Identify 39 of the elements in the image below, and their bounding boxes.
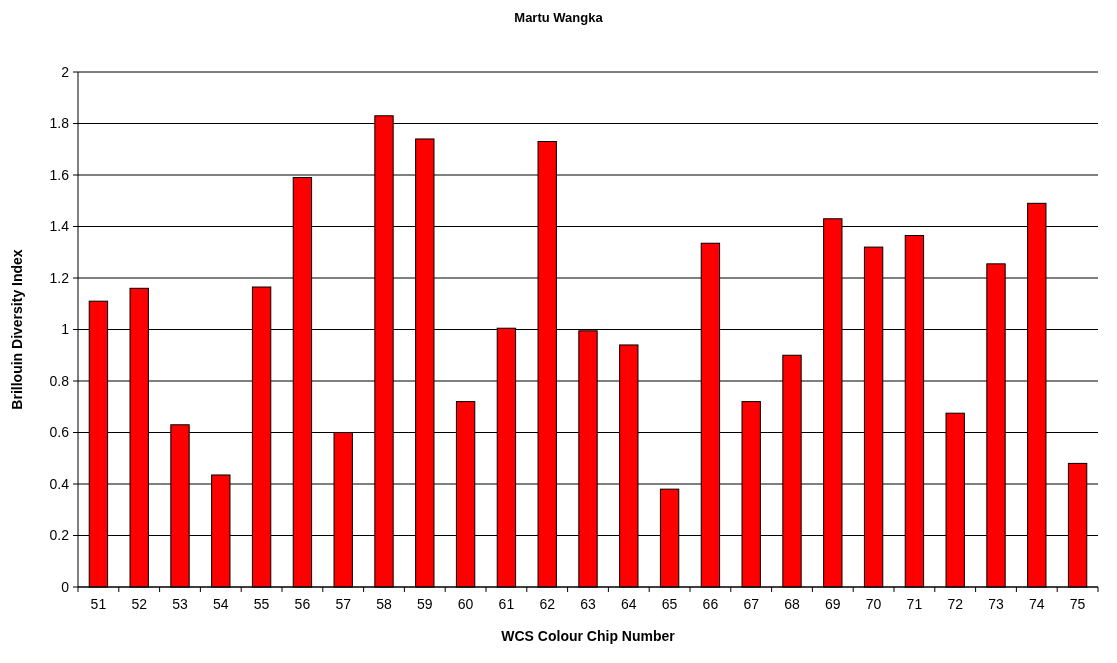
x-tick-label: 74 bbox=[1029, 596, 1045, 612]
y-tick-label: 1.6 bbox=[49, 166, 70, 183]
y-tick-label: 2 bbox=[61, 63, 70, 80]
y-tick-label: 0.2 bbox=[49, 527, 70, 544]
chart-title: Martu Wangka bbox=[514, 10, 604, 25]
y-tick-label: 1.8 bbox=[49, 115, 70, 132]
x-tick-label: 73 bbox=[988, 596, 1004, 612]
x-axis-title: WCS Colour Chip Number bbox=[501, 628, 676, 644]
x-tick-label: 64 bbox=[621, 596, 637, 612]
x-tick-label: 61 bbox=[498, 596, 515, 612]
x-tick-label: 54 bbox=[213, 596, 229, 612]
y-tick-label: 1.4 bbox=[49, 218, 70, 235]
x-tick-label: 53 bbox=[172, 596, 188, 612]
x-tick-label: 69 bbox=[825, 596, 841, 612]
x-tick-label: 65 bbox=[661, 596, 678, 612]
x-tick-label: 62 bbox=[539, 596, 556, 612]
x-tick-label: 52 bbox=[131, 596, 148, 612]
y-tick-label: 1 bbox=[61, 321, 70, 338]
x-tick-label: 51 bbox=[90, 596, 107, 612]
x-tick-label: 72 bbox=[947, 596, 964, 612]
x-tick-label: 63 bbox=[580, 596, 596, 612]
y-tick-label: 0.8 bbox=[49, 372, 70, 389]
y-tick-label: 0.4 bbox=[49, 475, 70, 492]
x-tick-label: 55 bbox=[253, 596, 270, 612]
x-tick-label: 70 bbox=[865, 596, 882, 612]
x-tick-label: 66 bbox=[702, 596, 719, 612]
x-tick-label: 60 bbox=[457, 596, 474, 612]
x-tick-label: 75 bbox=[1069, 596, 1086, 612]
x-tick-label: 58 bbox=[376, 596, 392, 612]
x-tick-label: 59 bbox=[417, 596, 433, 612]
x-tick-label: 57 bbox=[335, 596, 352, 612]
y-tick-label: 0 bbox=[61, 578, 70, 595]
y-tick-label: 0.6 bbox=[49, 424, 70, 441]
x-tick-label: 67 bbox=[743, 596, 760, 612]
y-tick-label: 1.2 bbox=[49, 269, 70, 286]
x-tick-label: 56 bbox=[294, 596, 311, 612]
x-tick-label: 71 bbox=[906, 596, 923, 612]
y-axis-title: Brillouin Diversity Index bbox=[9, 249, 25, 410]
x-tick-label: 68 bbox=[784, 596, 800, 612]
